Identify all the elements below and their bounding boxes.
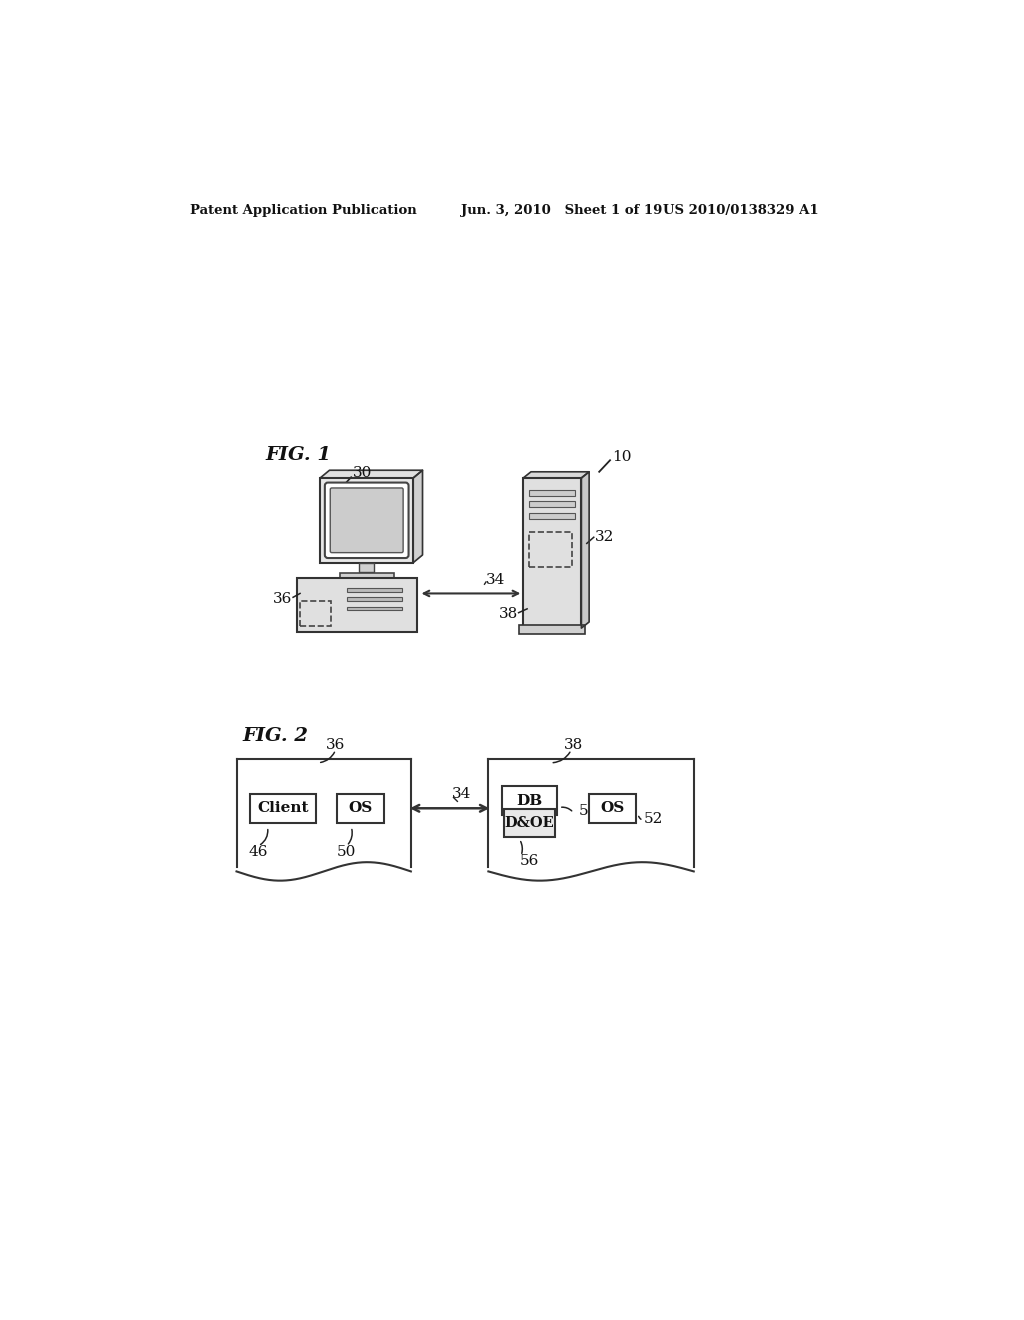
FancyBboxPatch shape — [504, 809, 555, 837]
Text: D&OE: D&OE — [505, 816, 554, 830]
Polygon shape — [321, 470, 423, 478]
FancyBboxPatch shape — [251, 793, 316, 822]
Text: US 2010/0138329 A1: US 2010/0138329 A1 — [663, 205, 818, 218]
FancyBboxPatch shape — [529, 502, 575, 507]
FancyBboxPatch shape — [589, 793, 636, 822]
FancyBboxPatch shape — [337, 793, 384, 822]
Polygon shape — [523, 471, 589, 478]
Polygon shape — [582, 471, 589, 628]
FancyBboxPatch shape — [519, 626, 586, 635]
Text: 10: 10 — [612, 450, 632, 465]
FancyBboxPatch shape — [347, 598, 401, 601]
Text: Client: Client — [258, 801, 309, 816]
FancyBboxPatch shape — [529, 512, 575, 519]
Text: 46: 46 — [249, 845, 268, 859]
Text: DB: DB — [516, 793, 543, 808]
Text: FIG. 2: FIG. 2 — [243, 727, 308, 744]
Text: Jun. 3, 2010   Sheet 1 of 19: Jun. 3, 2010 Sheet 1 of 19 — [461, 205, 663, 218]
Text: 30: 30 — [352, 466, 372, 479]
Text: 50: 50 — [337, 845, 356, 859]
FancyBboxPatch shape — [340, 573, 394, 581]
Text: 36: 36 — [273, 591, 292, 606]
Text: OS: OS — [600, 801, 625, 816]
FancyBboxPatch shape — [529, 490, 575, 496]
Text: 38: 38 — [499, 607, 518, 622]
FancyBboxPatch shape — [347, 607, 401, 610]
Polygon shape — [414, 470, 423, 562]
FancyBboxPatch shape — [523, 478, 582, 628]
Text: Patent Application Publication: Patent Application Publication — [190, 205, 417, 218]
Text: 38: 38 — [564, 738, 584, 752]
FancyBboxPatch shape — [347, 589, 401, 591]
FancyBboxPatch shape — [359, 562, 375, 572]
Text: OS: OS — [348, 801, 373, 816]
Text: 34: 34 — [452, 787, 471, 801]
Text: 52: 52 — [643, 812, 663, 826]
Text: 34: 34 — [486, 573, 506, 587]
Text: 54: 54 — [579, 804, 598, 818]
FancyBboxPatch shape — [331, 488, 403, 553]
FancyBboxPatch shape — [297, 578, 417, 632]
FancyBboxPatch shape — [503, 785, 557, 816]
Text: 32: 32 — [595, 531, 614, 544]
Text: 36: 36 — [326, 738, 345, 752]
FancyBboxPatch shape — [321, 478, 414, 562]
Text: FIG. 1: FIG. 1 — [266, 446, 332, 463]
FancyBboxPatch shape — [325, 483, 409, 558]
Text: 56: 56 — [520, 854, 540, 869]
